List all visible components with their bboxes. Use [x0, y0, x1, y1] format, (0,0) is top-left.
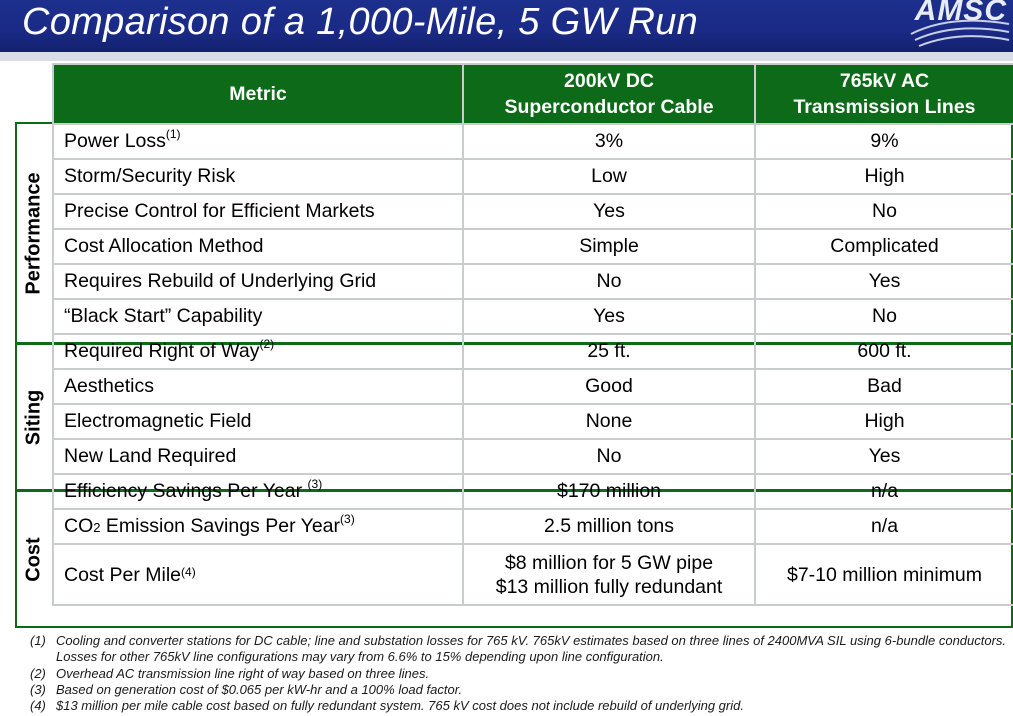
dc-value: $8 million for 5 GW pipe $13 million ful…	[462, 543, 756, 606]
metric-label: CO	[64, 515, 94, 537]
banner-rule	[0, 52, 1013, 61]
title-banner: Comparison of a 1,000-Mile, 5 GW Run AMS…	[0, 0, 1013, 52]
footnote-text: $13 million per mile cable cost based on…	[56, 698, 744, 714]
ac-value: 600 ft.	[754, 333, 1013, 370]
dc-value: 2.5 million tons	[462, 508, 756, 545]
footnote-text: Cooling and converter stations for DC ca…	[56, 633, 1007, 665]
metric-cell: Cost Per Mile(4)	[52, 543, 464, 606]
metric-label: Required Right of Way	[64, 340, 260, 362]
dc-value: Yes	[462, 193, 756, 230]
table-row: New Land Required No Yes	[52, 438, 1013, 475]
metric-label: Requires Rebuild of Underlying Grid	[52, 263, 464, 300]
metric-label: New Land Required	[52, 438, 464, 475]
metric-label: Efficiency Savings Per Year	[64, 480, 308, 502]
logo-swoosh-icon	[910, 19, 1010, 47]
table-row: “Black Start” Capability Yes No	[52, 298, 1013, 335]
header-ac-line1: 765kV AC	[839, 70, 930, 92]
footnote-ref: (3)	[340, 512, 355, 526]
header-dc-line2: Superconductor Cable	[504, 96, 714, 118]
metric-label: Electromagnetic Field	[52, 403, 464, 440]
metric-label: Aesthetics	[52, 368, 464, 405]
footnote-number: (2)	[30, 665, 46, 681]
table-header-row: Metric 200kV DC Superconductor Cable 765…	[52, 63, 1013, 125]
ac-value: Yes	[754, 438, 1013, 475]
header-ac-line2: Transmission Lines	[793, 96, 976, 118]
metric-label: “Black Start” Capability	[52, 298, 464, 335]
footnote: (1) Cooling and converter stations for DC…	[30, 633, 1010, 666]
ac-value: No	[754, 298, 1013, 335]
dc-value: 25 ft.	[462, 333, 756, 370]
amsc-logo: AMSC	[891, 0, 1011, 52]
ac-value: Yes	[754, 263, 1013, 300]
table-row: Storm/Security Risk Low High	[52, 158, 1013, 195]
dc-value: Yes	[462, 298, 756, 335]
ac-value: High	[754, 158, 1013, 195]
metric-subscript: 2	[93, 520, 101, 535]
table-row: Aesthetics Good Bad	[52, 368, 1013, 405]
footnote: (2) Overhead AC transmission line right o…	[30, 666, 1010, 682]
table-row: Electromagnetic Field None High	[52, 403, 1013, 440]
ac-value: $7-10 million minimum	[754, 543, 1013, 606]
metric-label: Power Loss	[64, 130, 166, 152]
ac-value: No	[754, 193, 1013, 230]
footnote: (4) $13 million per mile cable cost based…	[30, 698, 1010, 714]
comparison-table: Metric 200kV DC Superconductor Cable 765…	[52, 63, 1013, 606]
footnote-text: Based on generation cost of $0.065 per k…	[56, 681, 463, 697]
metric-cell: Required Right of Way(2)	[52, 333, 464, 370]
footnote-number: (1)	[30, 633, 46, 648]
header-metric: Metric	[52, 63, 464, 125]
metric-label: Precise Control for Efficient Markets	[52, 193, 464, 230]
section-label-cost: Cost	[22, 536, 45, 582]
dc-value: 3%	[462, 123, 756, 160]
table-row: Efficiency Savings Per Year (3) $170 mil…	[52, 473, 1013, 510]
table-row: CO2 Emission Savings Per Year(3) 2.5 mil…	[52, 508, 1013, 545]
table-row: Power Loss(1) 3% 9%	[52, 123, 1013, 160]
footnote: (3) Based on generation cost of $0.065 pe…	[30, 682, 1010, 698]
dc-value: $170 million	[462, 473, 756, 510]
dc-value: Low	[462, 158, 756, 195]
table-row: Precise Control for Efficient Markets Ye…	[52, 193, 1013, 230]
logo-text: AMSC	[914, 0, 1007, 27]
dc-value-line2: $13 million fully redundant	[495, 575, 723, 598]
footnote-ref: (2)	[259, 337, 275, 351]
metric-label-rest: Emission Savings Per Year	[100, 515, 341, 537]
header-dc-line1: 200kV DC	[564, 70, 654, 92]
section-label-performance: Performance	[22, 171, 45, 295]
ac-value: n/a	[754, 473, 1013, 510]
dc-value: Good	[462, 368, 756, 405]
dc-value: No	[462, 263, 756, 300]
footnote-number: (3)	[30, 681, 46, 697]
ac-value: High	[754, 403, 1013, 440]
page-title: Comparison of a 1,000-Mile, 5 GW Run	[22, 1, 699, 43]
footnote-number: (4)	[30, 698, 46, 714]
dc-value-line1: $8 million for 5 GW pipe	[504, 551, 714, 574]
metric-cell: Power Loss(1)	[52, 123, 464, 160]
metric-label: Cost Per Mile	[64, 563, 182, 586]
header-dc: 200kV DC Superconductor Cable	[462, 63, 756, 125]
metric-cell: CO2 Emission Savings Per Year(3)	[52, 508, 464, 545]
dc-value: No	[462, 438, 756, 475]
dc-value: None	[462, 403, 756, 440]
footnote-ref: (3)	[307, 477, 323, 491]
dc-value: Simple	[462, 228, 756, 265]
metric-cell: Efficiency Savings Per Year (3)	[52, 473, 464, 510]
footnotes: (1) Cooling and converter stations for DC…	[30, 633, 1010, 714]
table-row: Requires Rebuild of Underlying Grid No Y…	[52, 263, 1013, 300]
footnote-ref: (1)	[165, 127, 181, 141]
ac-value: n/a	[754, 508, 1013, 545]
section-label-siting: Siting	[22, 389, 45, 445]
table-row: Cost Per Mile(4) $8 million for 5 GW pip…	[52, 543, 1013, 606]
table-row: Cost Allocation Method Simple Complicate…	[52, 228, 1013, 265]
header-ac: 765kV AC Transmission Lines	[754, 63, 1013, 125]
table-row: Required Right of Way(2) 25 ft. 600 ft.	[52, 333, 1013, 370]
ac-value: Bad	[754, 368, 1013, 405]
metric-label: Cost Allocation Method	[52, 228, 464, 265]
metric-label: Storm/Security Risk	[52, 158, 464, 195]
footnote-text: Overhead AC transmission line right of w…	[56, 665, 430, 681]
ac-value: 9%	[754, 123, 1013, 160]
footnote-ref: (4)	[181, 564, 196, 579]
ac-value: Complicated	[754, 228, 1013, 265]
